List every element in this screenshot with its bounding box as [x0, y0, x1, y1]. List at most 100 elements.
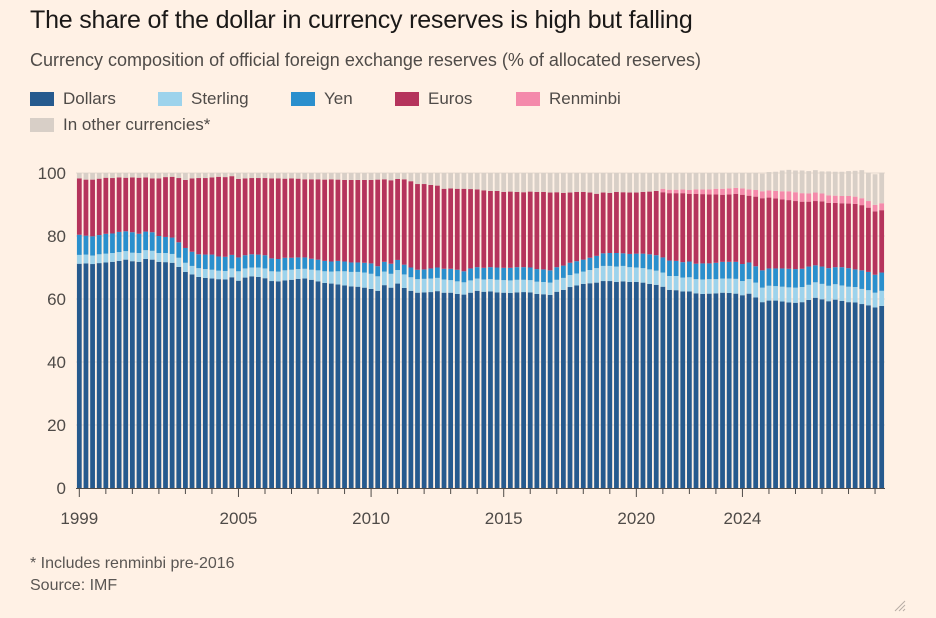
- bar-segment: [143, 173, 149, 178]
- bar-segment: [129, 232, 135, 253]
- bar-segment: [799, 287, 805, 303]
- bar-segment: [249, 178, 255, 255]
- bar-segment: [454, 293, 460, 488]
- bar-segment: [740, 281, 745, 296]
- bar-segment: [554, 173, 560, 193]
- bar-segment: [786, 287, 792, 303]
- bar-segment: [547, 270, 553, 283]
- bar-segment: [388, 263, 394, 274]
- bar-segment: [561, 192, 566, 266]
- bar-segment: [435, 291, 440, 489]
- bar-segment: [633, 267, 639, 282]
- bar-segment: [156, 178, 162, 236]
- bar-segment: [647, 269, 652, 284]
- bar-segment: [441, 173, 447, 189]
- bar-segment: [242, 277, 248, 488]
- bar-segment: [362, 272, 367, 288]
- bar-segment: [474, 278, 480, 291]
- bar-segment: [700, 194, 706, 264]
- bar-segment: [362, 173, 367, 180]
- bar-segment: [96, 173, 102, 179]
- bar-segment: [753, 190, 759, 197]
- bar-segment: [169, 253, 175, 263]
- bar-segment: [673, 260, 679, 276]
- bar-segment: [640, 282, 646, 488]
- bar-segment: [149, 232, 155, 251]
- bar-segment: [700, 173, 706, 190]
- bar-segment: [773, 198, 778, 269]
- bar-segment: [222, 256, 228, 271]
- bar-stacks: [76, 169, 885, 489]
- bar-segment: [753, 196, 759, 267]
- bar-segment: [229, 176, 235, 255]
- legend-item-renminbi: Renminbi: [516, 89, 666, 109]
- bar-segment: [753, 173, 759, 191]
- bar-segment: [110, 178, 115, 234]
- bar-segment: [328, 271, 334, 284]
- bar-segment: [686, 173, 692, 191]
- bar-segment: [189, 173, 195, 179]
- bar-segment: [633, 281, 639, 488]
- bar-segment: [322, 179, 328, 261]
- bar-segment: [773, 268, 778, 287]
- bar-segment: [620, 253, 626, 266]
- bar-segment: [594, 268, 599, 283]
- bar-segment: [766, 172, 772, 191]
- bar-segment: [507, 267, 513, 281]
- bar-segment: [388, 287, 394, 488]
- legend-item-yen: Yen: [291, 89, 395, 109]
- bar-segment: [574, 261, 580, 274]
- bar-segment: [176, 242, 182, 258]
- bar-segment: [633, 192, 639, 254]
- bar-segment: [189, 265, 195, 275]
- bar-segment: [786, 200, 792, 269]
- bar-segment: [521, 192, 526, 268]
- bar-segment: [461, 294, 467, 488]
- bar-segment: [262, 178, 268, 256]
- bar-segment: [461, 173, 467, 189]
- y-tick-label: 100: [38, 164, 66, 183]
- bar-segment: [547, 192, 553, 271]
- bar-segment: [322, 260, 328, 272]
- bar-segment: [726, 278, 732, 294]
- x-tick-label: 2010: [352, 509, 390, 528]
- bar-segment: [733, 173, 739, 188]
- bar-segment: [773, 286, 778, 301]
- bar-segment: [633, 173, 639, 193]
- bar-segment: [521, 279, 526, 293]
- bar-segment: [269, 173, 274, 179]
- bar-segment: [819, 171, 825, 194]
- y-tick-label: 40: [47, 353, 66, 372]
- bar-segment: [421, 278, 427, 293]
- bar-segment: [468, 189, 473, 269]
- legend-swatch-other: [30, 118, 54, 132]
- bar-segment: [395, 173, 400, 179]
- bar-segment: [103, 173, 109, 178]
- bar-segment: [156, 236, 162, 254]
- bar-segment: [846, 203, 851, 269]
- bar-segment: [507, 293, 513, 488]
- bar-segment: [76, 254, 82, 264]
- bar-segment: [832, 299, 838, 488]
- bar-segment: [872, 174, 878, 205]
- bar-segment: [448, 280, 454, 293]
- bar-segment: [242, 173, 248, 179]
- bar-segment: [123, 173, 129, 178]
- bar-segment: [879, 305, 885, 488]
- bar-segment: [660, 192, 666, 258]
- bar-segment: [189, 178, 195, 252]
- bar-segment: [514, 279, 520, 293]
- bar-segment: [315, 173, 321, 180]
- x-tick-label: 1999: [60, 509, 98, 528]
- bar-segment: [96, 254, 102, 264]
- x-tick-label: 2020: [617, 509, 655, 528]
- bar-segment: [129, 252, 135, 262]
- bar-segment: [720, 278, 725, 293]
- bar-segment: [448, 292, 454, 488]
- bar-segment: [779, 170, 785, 192]
- bar-segment: [521, 267, 526, 280]
- bar-segment: [839, 300, 845, 488]
- bar-segment: [872, 211, 878, 275]
- bar-segment: [242, 268, 248, 278]
